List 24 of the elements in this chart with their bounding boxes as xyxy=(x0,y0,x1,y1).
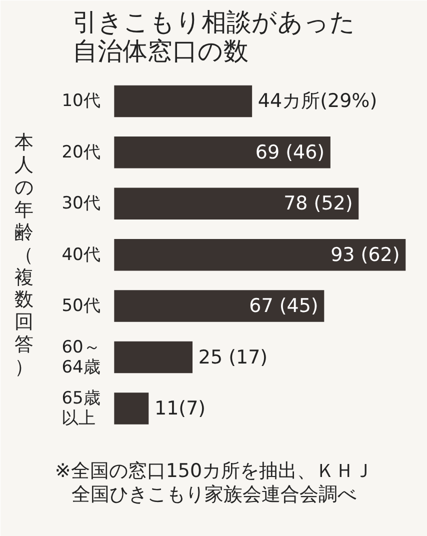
data-label: 11(7) xyxy=(154,397,206,420)
text: 本人の年齢（複数回答） xyxy=(14,132,34,378)
bar xyxy=(114,341,193,374)
data-label: 93 (62) xyxy=(330,244,400,266)
y-tick-label: 20代 xyxy=(62,142,100,162)
y-tick-label: 50代 xyxy=(62,296,100,316)
data-label: 44カ所(29%) xyxy=(258,90,378,112)
bar xyxy=(114,136,330,168)
y-tick-label: 60～64歳 xyxy=(62,337,100,378)
data-label: 78 (52) xyxy=(284,192,353,215)
data-label: 69 (46) xyxy=(255,141,325,164)
data-label: 67 (45) xyxy=(249,295,318,318)
bar xyxy=(114,188,359,220)
text: ※全国の窓口150カ所を抽出、ＫＨＪ全国ひきこもり家族会連合会調べ xyxy=(54,460,374,506)
y-tick-label: 65歳以上 xyxy=(62,388,100,428)
bar xyxy=(114,290,324,322)
bar xyxy=(114,85,252,118)
y-tick-label: 10代 xyxy=(62,91,100,112)
y-tick-label: 40代 xyxy=(62,244,100,265)
data-label: 25 (17) xyxy=(198,346,268,368)
chart-title: 引きこもり相談があった自治体窓口の数 xyxy=(72,8,356,66)
bar xyxy=(114,238,406,271)
y-tick-label: 30代 xyxy=(62,194,100,214)
bar xyxy=(114,392,149,424)
